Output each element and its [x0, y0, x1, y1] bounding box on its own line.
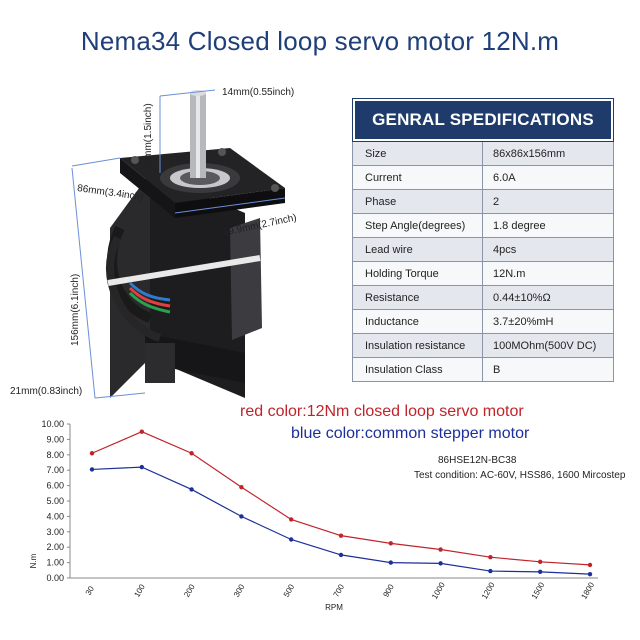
series-point-blue [587, 571, 593, 577]
series-point-blue [189, 487, 194, 492]
shaft-diameter-label: 14mm(0.55inch) [222, 87, 295, 98]
spec-value: 2 [493, 195, 500, 208]
spec-value: 4pcs [493, 243, 517, 256]
x-tick-label: 700 [332, 582, 347, 599]
y-tick-label: 7.00 [46, 465, 64, 475]
spec-table-header: GENRAL SPEDIFICATIONS [352, 98, 614, 142]
series-point-blue [139, 464, 144, 470]
body-length-label: 156mm(6.1inch) [70, 273, 81, 346]
series-point-red [538, 559, 543, 565]
spec-key: Size [353, 142, 483, 165]
series-point-blue [338, 552, 344, 558]
y-tick-label: 8.00 [46, 450, 64, 460]
x-tick-label: 900 [381, 582, 396, 599]
spec-value: 6.0A [493, 171, 516, 184]
series-point-blue [438, 561, 443, 566]
spec-key: Lead wire [353, 238, 483, 261]
y-tick-label: 0.00 [46, 573, 64, 583]
series-point-red [338, 533, 344, 538]
spec-key: Resistance [353, 286, 483, 309]
series-line-blue [91, 466, 591, 575]
spec-row: Lead wire 4pcs [353, 237, 613, 261]
bottom-depth-label: 21mm(0.83inch) [10, 386, 83, 397]
spec-row: Holding Torque 12N.m [353, 261, 613, 285]
spec-row: Size 86x86x156mm [353, 141, 613, 165]
legend-blue-series: blue color:common stepper motor [291, 425, 530, 442]
spec-value: 3.7±20%mH [493, 315, 554, 328]
x-tick-label: 1200 [480, 580, 497, 600]
spec-value: 100MOhm(500V DC) [493, 339, 597, 352]
series-point-red [438, 547, 443, 552]
series-point-red [139, 429, 144, 434]
x-tick-label: 500 [282, 582, 297, 599]
page-title: Nema34 Closed loop servo motor 12N.m [80, 26, 560, 56]
y-tick-label: 9.00 [46, 434, 64, 444]
y-tick-label: 3.00 [46, 527, 64, 537]
spec-table: GENRAL SPEDIFICATIONS Size 86x86x156mm Cur… [352, 98, 614, 382]
x-tick-label: 100 [132, 582, 147, 599]
test-condition: Test condition: AC-60V, HSS86, 1600 Mirc… [414, 470, 626, 481]
y-tick-label: 4.00 [46, 511, 64, 521]
series-point-blue [89, 467, 95, 472]
y-tick-label: 5.00 [46, 496, 64, 506]
spec-key: Holding Torque [353, 262, 483, 285]
y-axis-label: N.m [29, 553, 38, 568]
spec-row: Insulation resistance 100MOhm(500V DC) [353, 333, 613, 357]
spec-key: Step Angle(degrees) [353, 214, 483, 237]
series-point-red [289, 517, 294, 522]
spec-row: Phase 2 [353, 189, 613, 213]
series-point-red [239, 484, 244, 490]
y-tick-label: 10.00 [41, 419, 64, 429]
spec-value: 86x86x156mm [493, 147, 566, 160]
x-axis-label: RPM [325, 603, 343, 612]
spec-row: Current 6.0A [353, 165, 613, 189]
series-point-red [587, 562, 593, 568]
x-tick-label: 30 [84, 584, 97, 597]
spec-key: Insulation Class [353, 358, 483, 381]
series-point-blue [488, 568, 493, 574]
spec-key: Current [353, 166, 483, 189]
spec-key: Inductance [353, 310, 483, 333]
shaft-length-label: 38mm(1.5inch) [143, 103, 154, 170]
spec-row: Insulation Class B [353, 357, 613, 381]
model-number: 86HSE12N-BC38 [438, 455, 517, 466]
spec-value: B [493, 363, 501, 376]
series-point-red [189, 451, 194, 456]
motor-illustration: 14mm(0.55inch) 38mm(1.5inch) 86mm(3.4inc… [0, 78, 350, 408]
torque-speed-chart: 0.00 1.00 2.00 3.00 4.00 5.00 6.00 7.00 8.00 9.00… [29, 419, 598, 612]
x-tick-label: 1000 [430, 580, 447, 600]
spec-key: Phase [353, 190, 483, 213]
series-line-red [91, 431, 591, 566]
x-tick-label: 300 [232, 582, 247, 599]
series-point-blue [239, 514, 244, 519]
y-tick-label: 2.00 [46, 542, 64, 552]
spec-value: 1.8 degree [493, 219, 546, 232]
spec-row: Step Angle(degrees) 1.8 degree [353, 213, 613, 237]
motor-drawing [71, 89, 286, 399]
series-point-blue [289, 537, 294, 542]
legend-red-series: red color:12Nm closed loop servo motor [240, 403, 524, 420]
series-point-red [488, 555, 493, 560]
spec-value: 12N.m [493, 267, 526, 280]
y-tick-label: 6.00 [46, 481, 64, 491]
y-tick-label: 1.00 [46, 558, 64, 568]
x-tick-label: 200 [182, 582, 197, 599]
series-point-red [388, 541, 393, 546]
spec-row: Resistance 0.44±10%Ω [353, 285, 613, 309]
spec-key: Insulation resistance [353, 334, 483, 357]
spec-row: Inductance 3.7±20%mH [353, 309, 613, 333]
x-tick-label: 1500 [530, 580, 547, 600]
series-point-blue [388, 560, 393, 565]
x-tick-label: 1800 [579, 580, 596, 600]
spec-value: 0.44±10%Ω [493, 291, 551, 304]
series-point-blue [538, 569, 543, 575]
series-point-red [89, 451, 95, 456]
